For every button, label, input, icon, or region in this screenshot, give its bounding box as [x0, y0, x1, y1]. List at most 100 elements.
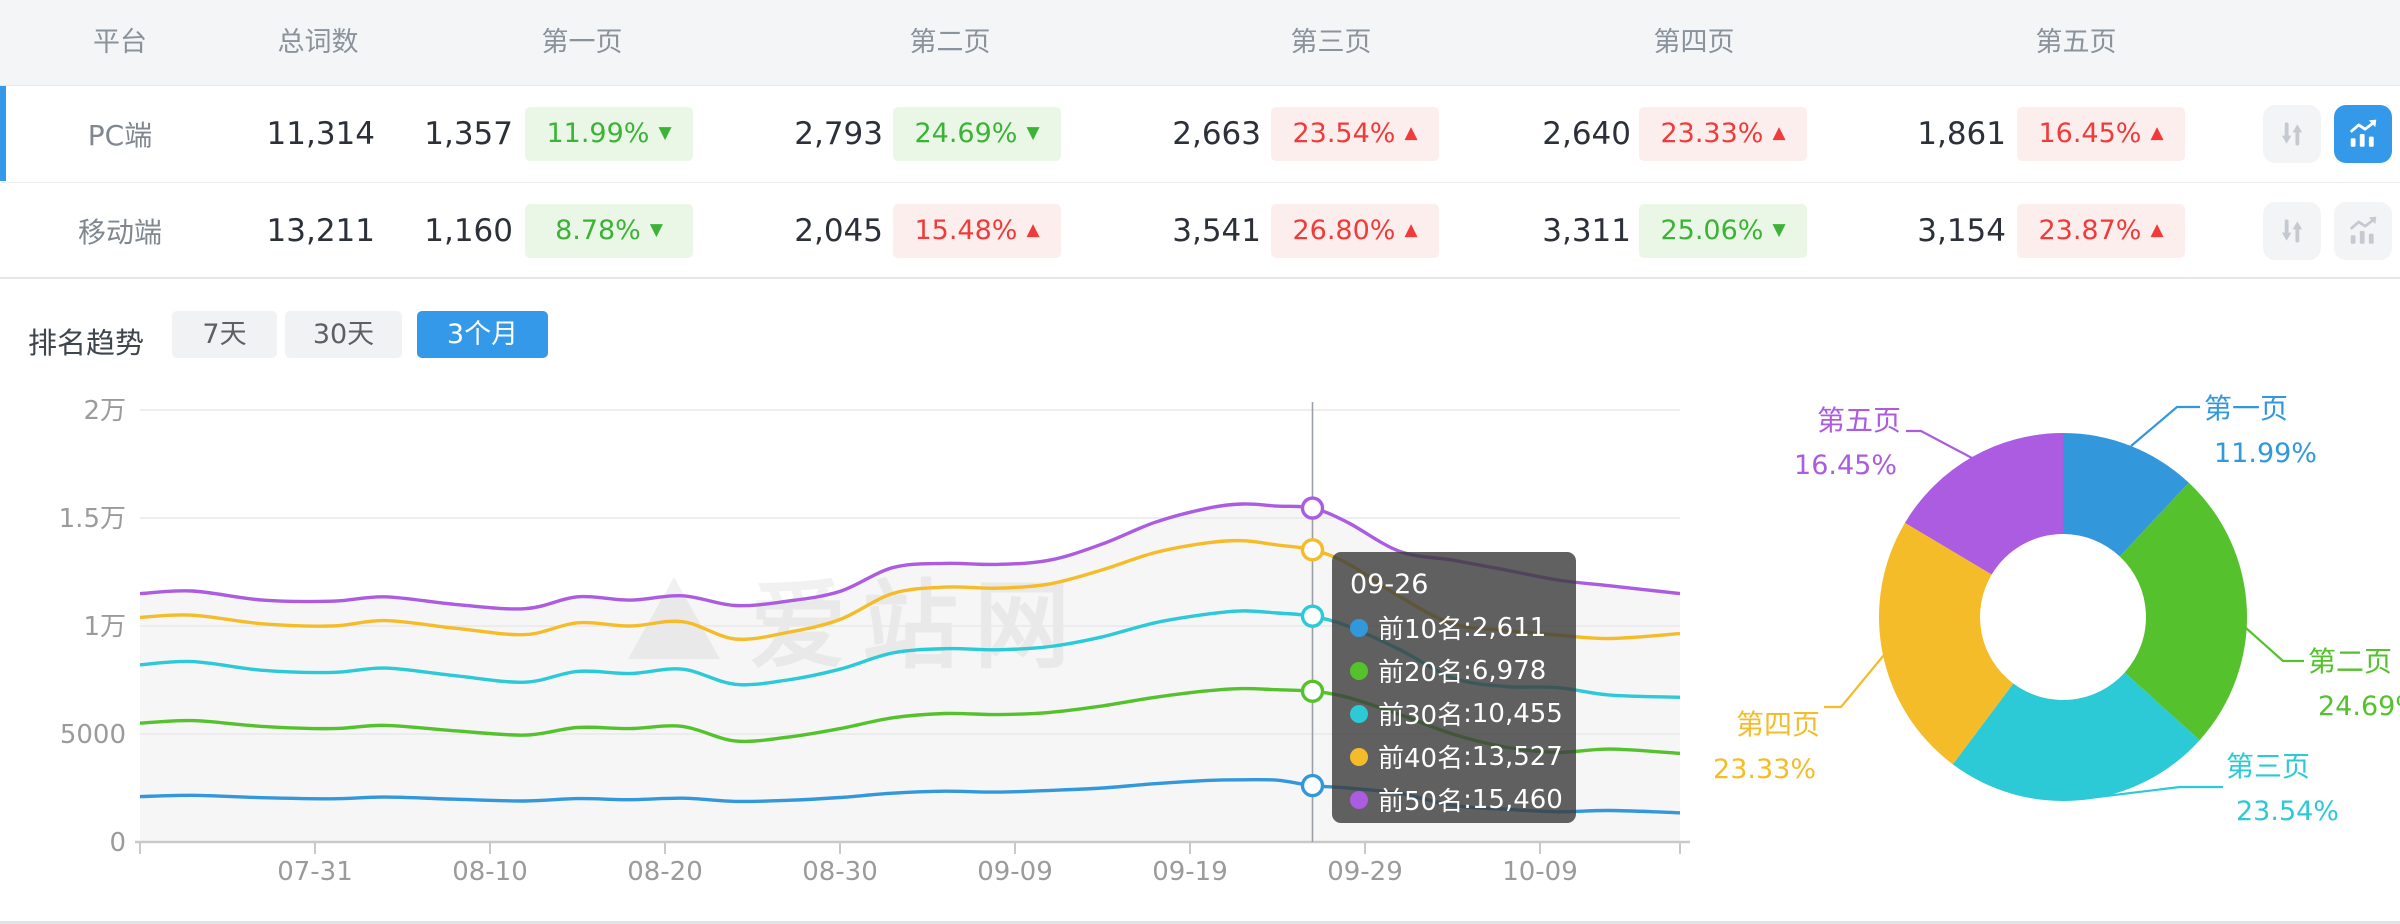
y-axis-label: 2万: [83, 396, 126, 426]
x-axis-label: 09-19: [1152, 857, 1228, 887]
trend-chart-button[interactable]: [2334, 201, 2392, 260]
y-axis-label: 1.5万: [59, 504, 126, 534]
change-badge: 8.78% ▼: [525, 203, 693, 258]
change-percent: 8.78%: [555, 215, 641, 246]
change-percent: 23.87%: [2038, 215, 2142, 246]
table-bottom-divider: [0, 277, 2400, 279]
y-axis-label: 5000: [60, 720, 126, 750]
donut-slice-第五页[interactable]: [1904, 433, 2063, 575]
x-axis-label: 07-31: [277, 857, 353, 887]
donut-label-第一页: 第一页 11.99%: [2204, 386, 2317, 476]
x-axis-label: 08-10: [452, 857, 528, 887]
change-badge: 16.45% ▲: [2017, 106, 2185, 161]
change-percent: 26.80%: [1292, 215, 1396, 246]
rank-trend-chart[interactable]: 0 5000 1万 1.5万 2万 07-31 08-10 08-20 08-30 09-09 09…: [0, 380, 1760, 924]
tooltip-row: 前30名: 10,455: [1350, 692, 1576, 735]
triangle-up-icon: ▲: [2150, 220, 2164, 240]
donut-slice-name: 第四页: [1735, 708, 1820, 741]
series-dot-icon: [1350, 704, 1368, 723]
change-badge: 15.48% ▲: [893, 203, 1061, 258]
series-dot-icon: [1350, 747, 1368, 766]
donut-slice-第四页[interactable]: [1878, 522, 2014, 765]
trend-chart-icon: [2349, 119, 2377, 147]
donut-leader-line: [2080, 785, 2223, 801]
x-axis-label: 10-09: [1502, 857, 1578, 887]
chart-tooltip: 09-26 前10名: 2,611 前20名: 6,978 前30名: 10,455…: [1332, 552, 1576, 823]
change-percent: 25.06%: [1660, 215, 1764, 246]
donut-slice-第三页[interactable]: [1952, 672, 2200, 801]
tooltip-series-label: 前20名: [1378, 658, 1464, 688]
range-button-3[interactable]: 3个月: [417, 311, 548, 358]
page-count: 3,154: [1917, 212, 2006, 249]
triangle-down-icon: ▼: [1026, 123, 1040, 143]
column-header: 第三页: [1290, 27, 1372, 58]
y-axis-label: 0: [109, 828, 126, 858]
column-header: 第二页: [909, 27, 991, 58]
column-header: 平台: [93, 27, 147, 58]
highlight-marker: [1300, 496, 1325, 520]
change-percent: 23.33%: [1660, 118, 1764, 149]
triangle-up-icon: ▲: [2150, 123, 2164, 143]
change-badge: 26.80% ▲: [1271, 203, 1439, 258]
highlight-marker: [1300, 604, 1325, 628]
column-header: 第五页: [2035, 27, 2117, 58]
change-percent: 23.54%: [1292, 118, 1396, 149]
change-badge: 23.33% ▲: [1639, 106, 1807, 161]
donut-slice-percent: 23.54%: [2236, 796, 2339, 827]
range-button-2[interactable]: 30天: [285, 311, 402, 358]
change-badge: 24.69% ▼: [893, 106, 1061, 161]
sort-arrows-icon: [2281, 121, 2303, 146]
tooltip-date: 09-26: [1350, 569, 1429, 600]
tooltip-series-value: 15,460: [1471, 784, 1563, 815]
tooltip-row: 前20名: 6,978: [1350, 649, 1576, 692]
tooltip-row: 前10名: 2,611: [1350, 606, 1576, 649]
page-count: 1,861: [1917, 115, 2006, 152]
total-words: 13,211: [266, 212, 375, 249]
trend-chart-button[interactable]: [2334, 104, 2392, 163]
tooltip-series-label: 前10名: [1378, 615, 1464, 645]
total-words: 11,314: [266, 115, 375, 152]
triangle-up-icon: ▲: [1772, 123, 1786, 143]
triangle-up-icon: ▲: [1404, 123, 1418, 143]
sort-button[interactable]: [2263, 104, 2321, 163]
change-badge: 25.06% ▼: [1639, 203, 1807, 258]
triangle-down-icon: ▼: [1772, 220, 1786, 240]
trend-section-title: 排名趋势: [28, 326, 145, 360]
range-button-1[interactable]: 7天: [172, 311, 277, 358]
sort-button[interactable]: [2263, 201, 2321, 260]
donut-slice-第一页[interactable]: [2063, 433, 2189, 557]
y-axis-label: 1万: [83, 612, 126, 642]
donut-slice-name: 第三页: [2226, 750, 2311, 783]
column-header: 第四页: [1653, 27, 1735, 58]
page-count: 2,663: [1172, 115, 1261, 152]
watermark-logo-icon: [628, 576, 720, 659]
triangle-up-icon: ▲: [1404, 220, 1418, 240]
donut-slice-第二页[interactable]: [2119, 482, 2247, 741]
x-axis-label: 09-09: [977, 857, 1053, 887]
donut-leader-line: [1906, 429, 1973, 459]
highlight-marker: [1300, 679, 1325, 703]
change-percent: 24.69%: [914, 118, 1018, 149]
donut-label-第二页: 第二页 24.69%: [2308, 639, 2400, 729]
donut-leader-line: [2245, 627, 2304, 663]
donut-slice-percent: 24.69%: [2318, 691, 2400, 722]
series-dot-icon: [1350, 661, 1368, 680]
tooltip-series-value: 10,455: [1471, 698, 1563, 729]
x-axis-label: 08-30: [802, 857, 878, 887]
page-count: 2,045: [794, 212, 883, 249]
triangle-down-icon: ▼: [649, 220, 663, 240]
page-count: 2,793: [794, 115, 883, 152]
donut-slice-percent: 16.45%: [1794, 450, 1897, 481]
donut-slice-name: 第二页: [2308, 645, 2393, 678]
platform-label: PC端: [87, 118, 153, 152]
table-header-row: 平台 总词数 第一页 第二页 第三页 第四页 第五页: [0, 0, 2400, 86]
x-axis-label: 08-20: [627, 857, 703, 887]
table-row-mobile[interactable]: 移动端 13,211 1,160 8.78% ▼ 2,045 15.48% ▲ 3,541 26.…: [0, 182, 2400, 278]
page-count: 2,640: [1542, 115, 1631, 152]
change-badge: 23.87% ▲: [2017, 203, 2185, 258]
table-row-pc[interactable]: PC端 11,314 1,357 11.99% ▼ 2,793 24.69% ▼ 2,663 23…: [0, 86, 2400, 181]
page-count: 1,160: [424, 212, 513, 249]
page-distribution-donut[interactable]: [1700, 380, 2400, 924]
change-percent: 15.48%: [914, 215, 1018, 246]
